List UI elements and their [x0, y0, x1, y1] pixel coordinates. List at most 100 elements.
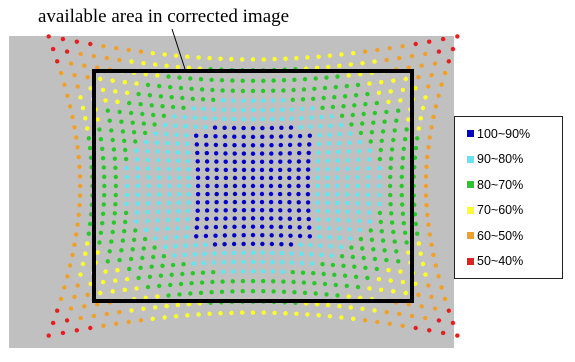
brightness-dot [290, 97, 295, 103]
brightness-dot [210, 87, 215, 93]
callout-line [171, 28, 186, 70]
brightness-dot [72, 125, 77, 130]
brightness-dot [175, 141, 180, 146]
brightness-dot [423, 95, 428, 100]
brightness-dot [77, 203, 82, 208]
brightness-dot [281, 88, 286, 93]
brightness-dot [232, 233, 237, 238]
brightness-dot [431, 252, 436, 258]
legend-item: 100~90% [467, 121, 562, 147]
brightness-dot [365, 91, 370, 97]
brightness-dot [131, 237, 137, 242]
brightness-dot [143, 72, 148, 77]
brightness-dot [146, 192, 151, 197]
brightness-dot [305, 175, 311, 180]
brightness-dot [142, 130, 148, 136]
brightness-dot [202, 251, 207, 256]
brightness-dot [260, 134, 265, 139]
brightness-dot [334, 192, 340, 197]
brightness-dot [278, 233, 284, 238]
brightness-dot [315, 192, 320, 197]
brightness-dot [209, 290, 214, 295]
brightness-dot [222, 250, 227, 256]
brightness-dot [325, 64, 331, 70]
brightness-dot [378, 219, 383, 225]
brightness-dot [146, 175, 151, 180]
brightness-dot [306, 208, 311, 213]
brightness-dot [280, 269, 285, 274]
brightness-dot [339, 52, 344, 57]
brightness-dot [287, 224, 293, 230]
brightness-dot [349, 245, 354, 250]
brightness-dot [307, 133, 312, 138]
brightness-dot [342, 94, 348, 99]
brightness-dot [358, 72, 363, 77]
brightness-dot [450, 46, 456, 52]
brightness-dot [74, 328, 80, 333]
brightness-dot [88, 325, 93, 331]
brightness-dot [423, 183, 429, 189]
brightness-dot [250, 199, 256, 205]
brightness-dot [156, 183, 162, 189]
brightness-dot [375, 319, 380, 325]
brightness-dot [413, 221, 419, 227]
brightness-dot [98, 230, 104, 235]
brightness-dot [278, 167, 283, 173]
brightness-dot [153, 236, 158, 241]
brightness-dot [231, 107, 236, 113]
brightness-dot [269, 216, 274, 221]
brightness-dot [74, 135, 79, 140]
brightness-dot [278, 151, 283, 156]
brightness-dot [221, 107, 226, 112]
brightness-dot [101, 44, 106, 49]
brightness-dot [311, 96, 316, 102]
brightness-dot [388, 192, 393, 198]
brightness-dot [279, 242, 284, 247]
brightness-dot [126, 319, 131, 325]
brightness-dot [315, 208, 321, 214]
brightness-dot [399, 174, 404, 179]
brightness-dot [308, 124, 313, 129]
brightness-dot [222, 125, 227, 130]
brightness-dot [103, 269, 108, 274]
legend-label: 100~90% [477, 126, 531, 141]
legend-swatch [467, 155, 474, 163]
brightness-dot [367, 148, 372, 153]
brightness-dot [214, 216, 219, 221]
brightness-dot [287, 183, 292, 189]
brightness-dot [250, 134, 256, 140]
brightness-dot [155, 73, 160, 78]
brightness-dot [327, 235, 332, 240]
brightness-dot [360, 246, 365, 251]
brightness-dot [122, 138, 127, 143]
brightness-dot [113, 89, 118, 94]
brightness-dot [406, 302, 411, 307]
brightness-dot [416, 75, 421, 80]
brightness-dot [250, 310, 256, 315]
brightness-dot [110, 289, 115, 294]
brightness-dot [130, 120, 135, 125]
brightness-dot [156, 158, 161, 163]
brightness-dot [223, 208, 228, 213]
brightness-dot [296, 208, 302, 213]
brightness-dot [76, 212, 81, 218]
brightness-dot [205, 175, 210, 181]
brightness-dot [241, 224, 246, 229]
brightness-dot [109, 128, 114, 133]
brightness-dot [190, 96, 195, 102]
brightness-dot [360, 306, 365, 311]
brightness-dot [219, 78, 225, 83]
brightness-dot [291, 87, 296, 93]
brightness-dot [394, 249, 399, 254]
brightness-dot [214, 167, 219, 172]
brightness-dot [296, 200, 301, 205]
brightness-dot [384, 309, 389, 315]
brightness-dot [221, 260, 226, 265]
brightness-dot [298, 125, 303, 130]
brightness-dot [124, 90, 130, 96]
brightness-dot [367, 286, 372, 291]
brightness-dot [328, 244, 333, 249]
brightness-dot [147, 274, 153, 279]
brightness-dot [427, 39, 432, 44]
brightness-dot [65, 274, 70, 279]
